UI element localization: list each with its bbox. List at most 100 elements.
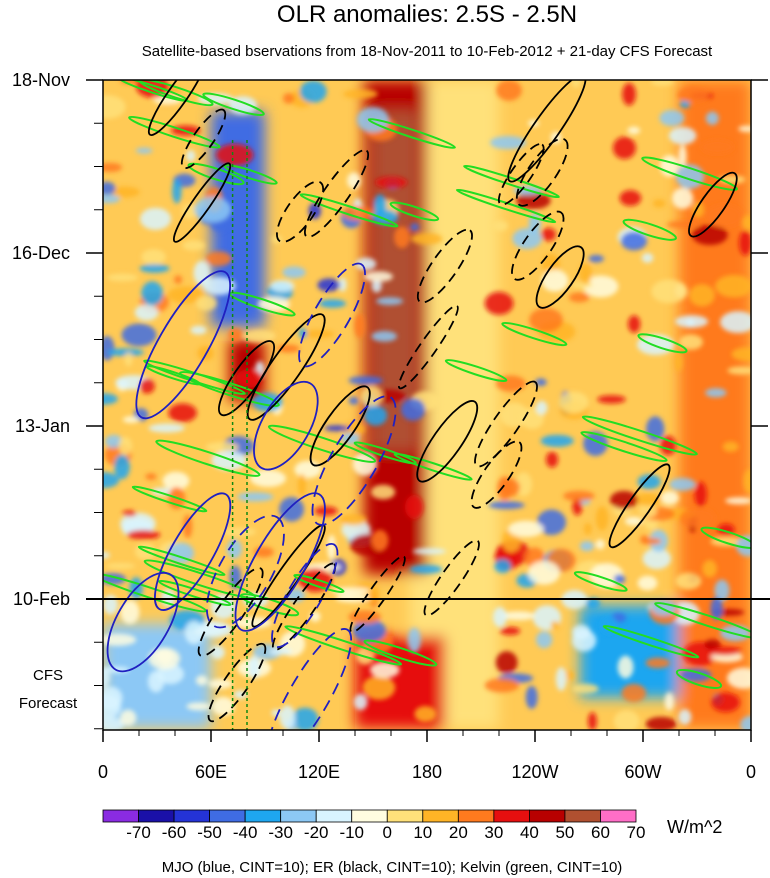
anomaly-patch [743,469,751,494]
anomaly-patch [627,126,641,135]
colorbar-label: -60 [162,823,187,842]
anomaly-patch [708,646,742,656]
anomaly-patch [674,352,683,372]
kelvin-contour [284,625,403,666]
anomaly-patch [525,685,538,709]
mjo-contour [234,492,326,632]
anomaly-patch [680,668,712,682]
anomaly-patch [617,655,634,679]
anomaly-patch [652,199,666,208]
anomaly-patch [354,313,366,339]
anomaly-patch [300,329,335,339]
y-tick-label: 16-Dec [12,243,70,263]
anomaly-patch [664,692,674,711]
anomaly-patch [555,667,567,691]
er-contour [423,539,480,617]
anomaly-patch [353,693,368,711]
kelvin-contour [131,485,208,513]
colorbar-label: 20 [449,823,468,842]
anomaly-patch [103,181,116,196]
x-tick-label: 120E [298,762,340,782]
kelvin-contour [267,424,377,463]
anomaly-patch [613,710,640,730]
anomaly-patch [507,520,544,538]
anomaly-patch [338,277,347,292]
anomaly-patch [568,292,590,303]
anomaly-patch [722,441,739,452]
anomaly-patch [540,227,557,242]
colorbar-swatch [529,809,566,823]
kelvin-contour [293,573,345,594]
anomaly-patch [620,231,648,251]
anomaly-patch [492,220,509,232]
anomaly-patch [726,667,751,689]
anomaly-patch [360,385,383,407]
anomaly-patch [151,487,174,496]
kelvin-contour [128,115,221,149]
anomaly-patch [571,80,581,88]
colorbar-swatch [315,809,353,823]
anomaly-patch [348,610,382,624]
anomaly-patch [145,473,157,481]
anomaly-patch [609,490,638,510]
anomaly-patch [678,709,692,725]
anomaly-patch [124,352,133,367]
anomaly-patch [269,647,292,656]
anomaly-patch [342,205,374,221]
anomaly-patch [720,311,751,334]
anomaly-patch [208,678,233,689]
kelvin-contour [179,371,280,407]
mjo-contour [298,262,366,368]
anomaly-patch [710,597,723,621]
anomaly-patch [742,215,751,231]
anomaly-patch [409,564,443,574]
colorbar-label: 70 [627,823,646,842]
anomaly-patch [317,278,341,292]
anomaly-patch [595,539,605,550]
er-contour [172,162,232,243]
anomaly-patch [671,187,694,209]
er-contour [511,210,565,281]
anomaly-patch [414,705,437,722]
anomaly-patch [496,80,522,101]
anomaly-patch [495,651,518,674]
anomaly-patch [675,572,702,590]
er-contour [180,108,227,170]
anomaly-patch [193,260,211,286]
anomaly-patch [412,548,447,555]
anomaly-patch [715,274,751,298]
anomaly-patch [215,143,254,166]
anomaly-patch [500,626,521,636]
er-contour [535,245,585,309]
anomaly-patch [147,670,165,693]
y-tick-label: 18-Nov [12,70,70,90]
anomaly-patch [341,422,365,437]
anomaly-patch [685,318,695,327]
anomaly-patch [588,254,604,263]
anomaly-patch [621,683,647,703]
anomaly-patch [740,715,751,730]
colorbar-label: 60 [591,823,610,842]
anomaly-patch [738,125,751,132]
anomaly-patch [705,111,719,125]
colorbar-swatch [564,809,601,823]
anomaly-patch [409,223,420,232]
anomaly-patch [373,194,387,216]
anomaly-patch [106,273,138,282]
anomaly-patch [162,471,190,490]
anomaly-patch [103,594,118,615]
kelvin-contour [675,668,723,689]
anomaly-patch [545,451,559,468]
anomaly-patch [122,416,140,424]
anomaly-patch [371,330,398,342]
mjo-contour [106,571,180,673]
anomaly-patch [210,645,225,660]
anomaly-patch [627,315,641,333]
anomaly-patch [105,562,136,569]
anomaly-patch [651,279,688,304]
er-contour [303,149,370,238]
anomaly-patch [139,378,155,394]
anomaly-patch [677,87,709,103]
anomaly-patch [494,559,511,574]
x-tick-label: 180 [412,762,442,782]
